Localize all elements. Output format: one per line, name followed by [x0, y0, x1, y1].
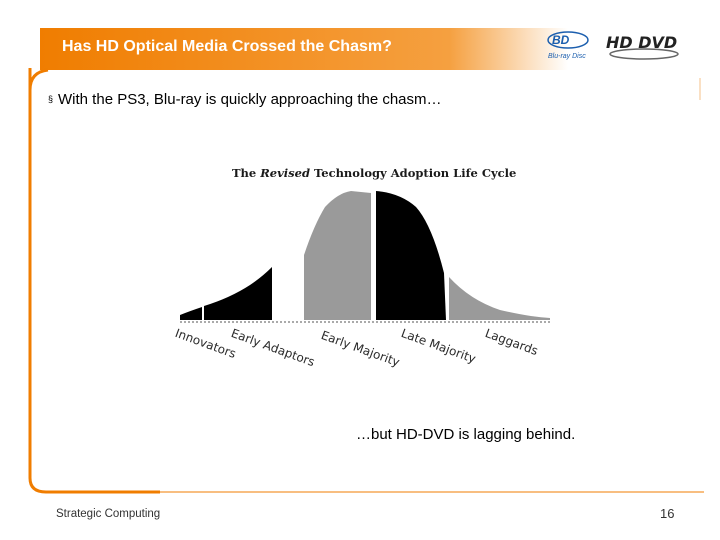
- svg-text:BD: BD: [552, 33, 570, 47]
- slide-title: Has HD Optical Media Crossed the Chasm?: [62, 38, 392, 55]
- bullet-text: With the PS3, Blu-ray is quickly approac…: [58, 91, 442, 108]
- bullet-marker: §: [48, 94, 54, 104]
- svg-text:HD DVD: HD DVD: [606, 33, 677, 52]
- format-logos: BD Blu-ray Disc HD DVD: [547, 31, 679, 60]
- curve-late-majority: [376, 191, 446, 320]
- curve-innovators: [180, 307, 202, 320]
- bullet-point: § With the PS3, Blu-ray is quickly approa…: [48, 91, 442, 108]
- figure-title: The Revised Technology Adoption Life Cyc…: [232, 166, 517, 180]
- curve-laggards: [449, 277, 550, 320]
- figure-title-emphasis: Revised: [260, 166, 311, 180]
- curve-early-majority: [304, 191, 371, 320]
- bluray-logo-icon: BD Blu-ray Disc: [547, 31, 589, 60]
- frame-left-line: [28, 68, 160, 494]
- title-banner: [40, 28, 700, 70]
- frame-top-curve: [28, 68, 49, 91]
- page-number: 16: [660, 506, 675, 521]
- svg-text:Blu-ray Disc: Blu-ray Disc: [548, 53, 586, 60]
- footer-text: Strategic Computing: [56, 508, 161, 520]
- adoption-curve-figure: [180, 191, 552, 323]
- curve-early-adopters: [204, 267, 272, 320]
- note-text: …but HD-DVD is lagging behind.: [356, 426, 576, 443]
- hddvd-logo-icon: HD DVD: [606, 33, 679, 60]
